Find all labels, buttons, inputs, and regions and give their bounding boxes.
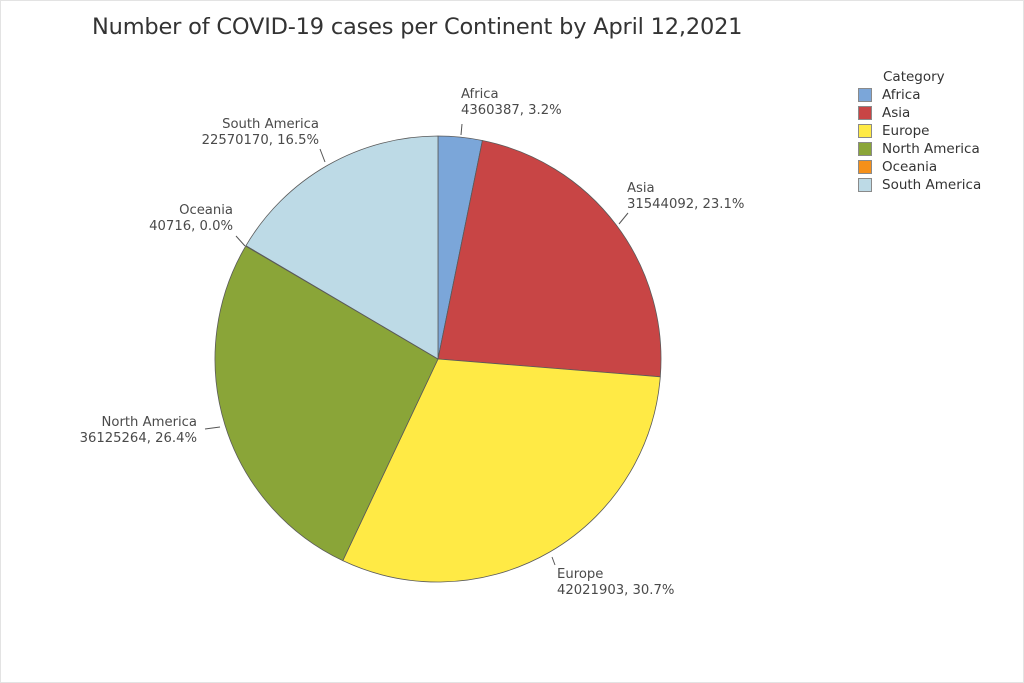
slice-label-value: 31544092, 23.1% (627, 197, 745, 212)
legend-label: Oceania (882, 159, 938, 175)
slice-label-north-america: North America 36125264, 26.4% (80, 415, 197, 447)
legend-item-oceania: Oceania (858, 158, 981, 176)
slice-label-oceania: Oceania 40716, 0.0% (149, 203, 233, 235)
leader-line-north-america (204, 426, 221, 430)
pie-slice-europe (342, 358, 661, 583)
leader-line-africa (460, 123, 463, 136)
leader-line-europe (551, 556, 556, 566)
slice-label-africa: Africa 4360387, 3.2% (461, 87, 562, 119)
slice-label-value: 36125264, 26.4% (79, 431, 197, 446)
pie-slices (214, 135, 662, 583)
slice-label-name: Europe (557, 567, 604, 582)
slice-label-name: North America (101, 415, 197, 430)
legend: Category Africa Asia Europe North Americ… (858, 68, 981, 194)
pie-slice-north-america (214, 245, 439, 562)
legend-item-africa: Africa (858, 86, 981, 104)
legend-label: Asia (882, 105, 911, 121)
legend-label: South America (882, 177, 982, 193)
leader-lines (204, 123, 629, 566)
legend-swatch-asia (858, 106, 872, 120)
legend-label: Africa (882, 87, 921, 103)
slice-label-value: 4360387, 3.2% (461, 103, 562, 118)
legend-title: Category (883, 69, 945, 85)
chart-title: Number of COVID-19 cases per Continent b… (92, 14, 743, 40)
pie-slice-asia (437, 140, 662, 378)
legend-item-south-america: South America (858, 176, 981, 194)
slice-label-europe: Europe 42021903, 30.7% (557, 567, 674, 599)
legend-swatch-europe (858, 124, 872, 138)
legend-swatch-oceania (858, 160, 872, 174)
leader-line-south-america (319, 148, 326, 163)
leader-line-oceania (235, 235, 246, 247)
legend-label: North America (882, 141, 980, 157)
legend-swatch-north-america (858, 142, 872, 156)
leader-line-asia (618, 212, 629, 225)
slice-label-name: South America (222, 117, 319, 132)
legend-item-asia: Asia (858, 104, 981, 122)
legend-swatch-south-america (858, 178, 872, 192)
slice-label-name: Africa (461, 87, 499, 102)
pie-slice-south-america (245, 135, 439, 360)
slice-label-asia: Asia 31544092, 23.1% (627, 181, 744, 213)
slice-label-value: 42021903, 30.7% (557, 583, 675, 598)
slice-label-south-america: South America 22570170, 16.5% (202, 117, 319, 149)
legend-label: Europe (882, 123, 930, 139)
slice-label-name: Asia (627, 181, 655, 196)
slice-label-value: 40716, 0.0% (149, 219, 233, 234)
slice-label-name: Oceania (179, 203, 233, 218)
legend-item-north-america: North America (858, 140, 981, 158)
legend-item-europe: Europe (858, 122, 981, 140)
legend-swatch-africa (858, 88, 872, 102)
slice-label-value: 22570170, 16.5% (201, 133, 319, 148)
